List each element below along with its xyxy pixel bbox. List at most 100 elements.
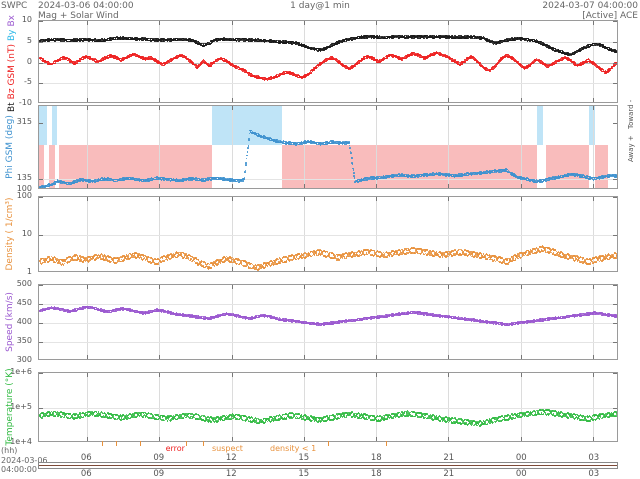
axis-tick: [521, 98, 522, 102]
phi-band-away: [595, 145, 608, 188]
axis-tick: [376, 98, 377, 102]
data-point: [244, 171, 246, 173]
gridline-v: [87, 106, 88, 188]
data-point: [245, 162, 247, 164]
data-point: [217, 263, 219, 265]
data-point: [79, 60, 81, 62]
data-point: [348, 142, 350, 144]
end-time-label: 2024-03-07 04:00:00: [542, 1, 638, 11]
axis-tick: [87, 184, 88, 188]
phi-band-toward: [537, 106, 543, 145]
axis-tick: [232, 106, 233, 110]
data-point: [198, 66, 200, 68]
data-point: [92, 259, 94, 261]
data-point: [555, 62, 557, 64]
data-point: [267, 265, 269, 267]
gridline-v: [593, 106, 594, 188]
data-point: [243, 178, 245, 180]
gridline-v: [304, 21, 305, 102]
axis-tick: [448, 21, 449, 25]
axis-tick: [613, 21, 617, 22]
axis-tick: [39, 63, 43, 64]
data-point: [162, 257, 164, 259]
gridline-v: [87, 21, 88, 102]
data-point: [87, 258, 89, 260]
gridline-v: [232, 106, 233, 188]
axis-tick: [232, 184, 233, 188]
data-point: [44, 261, 46, 263]
gridline-v: [232, 21, 233, 102]
axis-tick: [448, 106, 449, 110]
phi-band-toward: [39, 106, 47, 145]
data-point: [611, 67, 613, 69]
axis-tick: [232, 21, 233, 25]
phi-band-away: [282, 145, 537, 188]
data-point: [351, 157, 353, 159]
data-point: [401, 59, 403, 61]
data-point: [248, 138, 250, 140]
data-point: [346, 257, 348, 259]
data-point: [246, 155, 248, 157]
data-point: [353, 172, 355, 174]
data-point: [247, 147, 249, 149]
phi-band-away: [39, 145, 44, 188]
gridline-v: [448, 197, 449, 271]
axis-tick: [521, 106, 522, 110]
axis-tick: [448, 184, 449, 188]
axis-tick: [448, 98, 449, 102]
axis-tick: [232, 98, 233, 102]
gridline-v: [304, 197, 305, 271]
data-point: [529, 65, 531, 67]
gridline-h: [39, 235, 617, 236]
data-point: [164, 260, 166, 262]
gridline-v: [521, 197, 522, 271]
phi-band-away: [546, 145, 589, 188]
gridline-v: [376, 197, 377, 271]
gridline-v: [448, 21, 449, 102]
axis-tick: [304, 21, 305, 25]
axis-tick: [87, 98, 88, 102]
axis-tick: [159, 184, 160, 188]
data-point: [248, 140, 250, 142]
gridline-v: [159, 106, 160, 188]
axis-tick: [521, 21, 522, 25]
plot-area-mag: [39, 21, 617, 102]
axis-tick: [376, 184, 377, 188]
axis-tick: [39, 123, 43, 124]
gridline-v: [593, 197, 594, 271]
data-point: [246, 158, 248, 160]
data-point: [69, 261, 71, 263]
data-point: [265, 266, 267, 268]
plot-area-phi: [39, 106, 617, 188]
axis-tick: [613, 42, 617, 43]
axis-tick: [613, 83, 617, 84]
axis-tick: [376, 106, 377, 110]
axis-tick: [593, 184, 594, 188]
gridline-v: [304, 106, 305, 188]
axis-tick: [304, 106, 305, 110]
axis-tick: [304, 98, 305, 102]
axis-tick: [593, 98, 594, 102]
gridline-v: [521, 21, 522, 102]
axis-tick: [613, 179, 617, 180]
data-point: [279, 262, 281, 264]
axis-tick: [39, 83, 43, 84]
data-point: [315, 251, 317, 253]
axis-tick: [304, 184, 305, 188]
data-point: [223, 261, 225, 263]
panel-density: [38, 196, 618, 272]
data-point: [318, 254, 320, 256]
phi-band-toward: [52, 106, 57, 145]
data-point: [211, 267, 213, 269]
gridline-h: [39, 42, 617, 43]
data-point: [157, 263, 159, 265]
data-point: [220, 262, 222, 264]
axis-tick: [376, 21, 377, 25]
panel-phi: [38, 105, 618, 189]
axis-tick: [159, 21, 160, 25]
axis-tick: [521, 184, 522, 188]
data-point: [76, 62, 78, 64]
data-point: [209, 264, 211, 266]
data-point: [309, 253, 311, 255]
data-point: [495, 66, 497, 68]
